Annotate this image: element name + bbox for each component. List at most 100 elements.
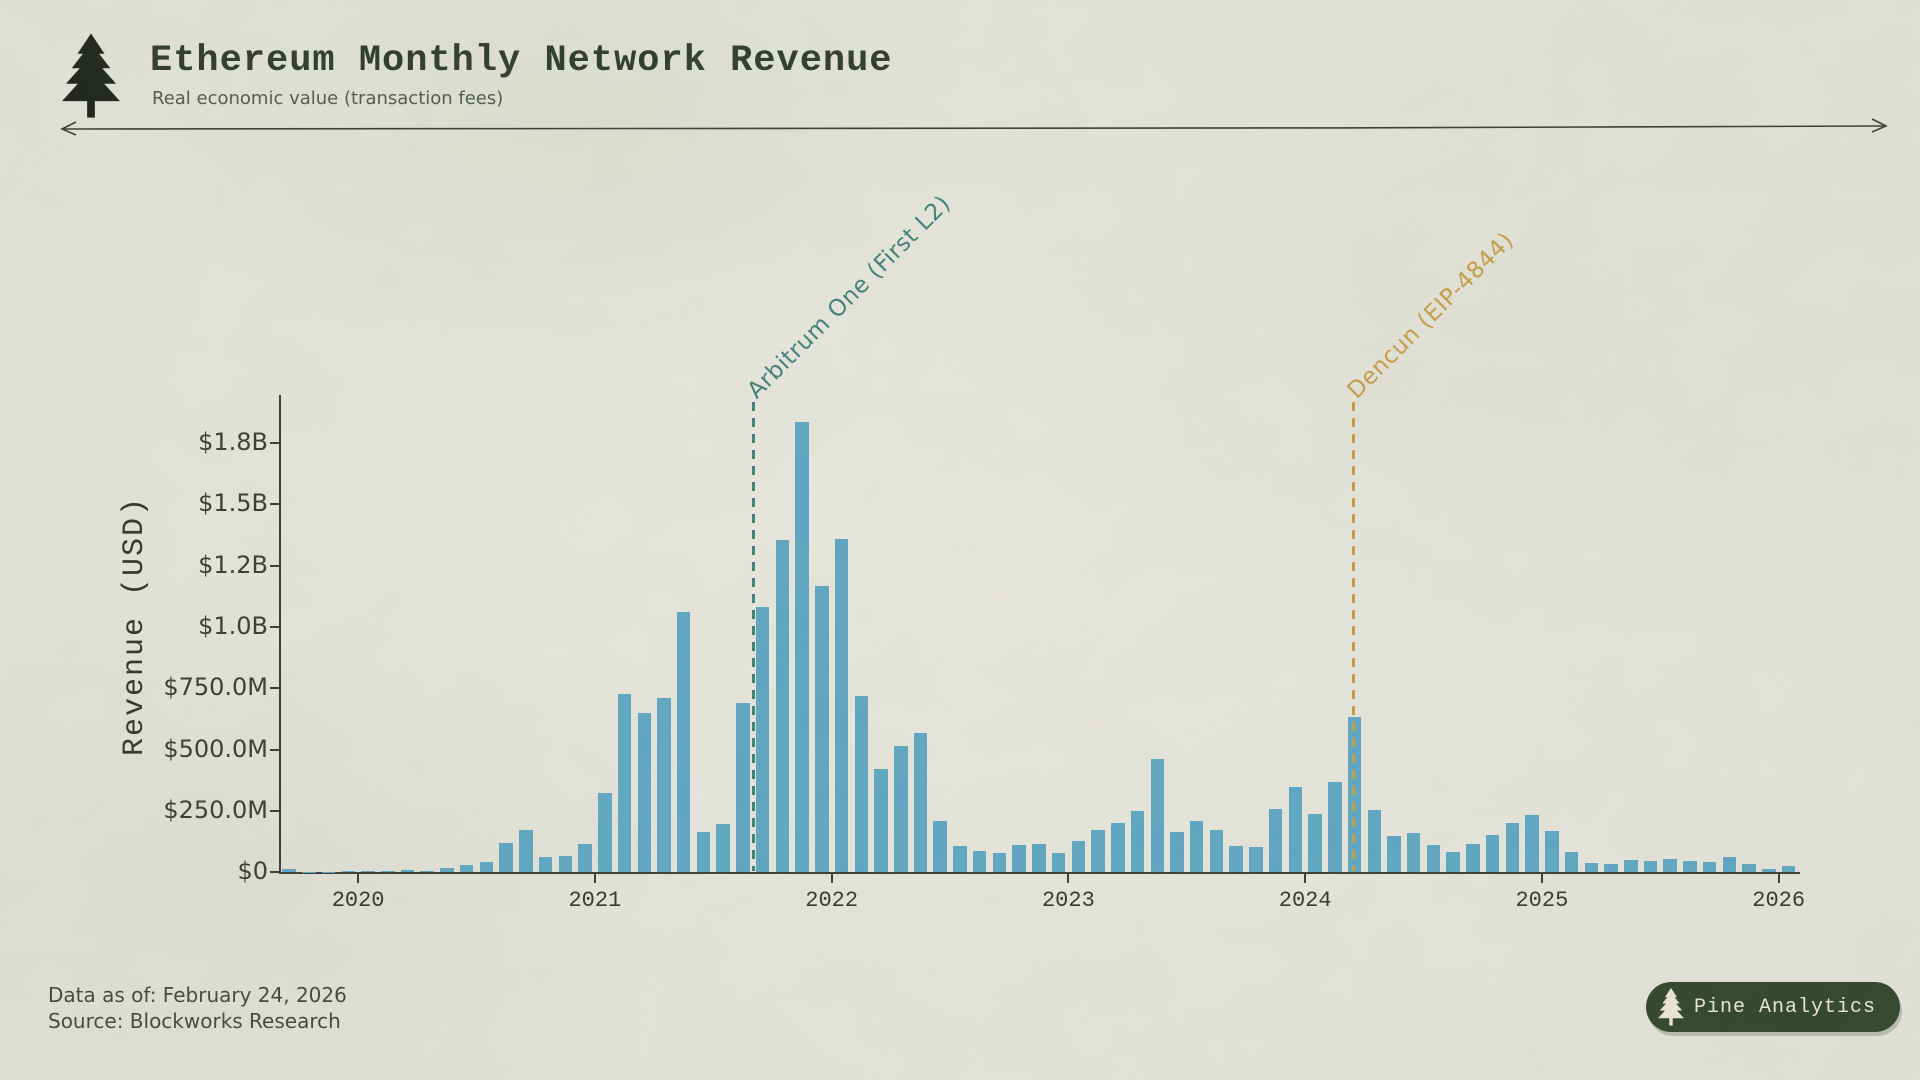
x-tick-label-2023: 2023 xyxy=(1041,888,1095,913)
bar-2023-09 xyxy=(1229,846,1243,872)
bar-2025-06 xyxy=(1643,861,1658,872)
bar-2024-02 xyxy=(1328,782,1342,872)
bar-2024-09 xyxy=(1466,844,1480,872)
bar-2021-05 xyxy=(676,612,691,872)
x-tick-mark-2025 xyxy=(1540,874,1543,883)
bar-2022-12 xyxy=(1051,852,1066,872)
bar-2023-03 xyxy=(1111,823,1125,872)
bar-2026-01 xyxy=(1781,866,1796,872)
y-tick-label-0: $0 xyxy=(237,857,268,885)
bar-2023-06 xyxy=(1170,832,1184,872)
bar-2023-02 xyxy=(1091,830,1105,872)
y-tick-label-1250: $1.2B xyxy=(198,550,268,579)
bar-2022-05 xyxy=(913,733,928,872)
bar-2023-01 xyxy=(1071,841,1085,872)
y-tick-label-250: $250.0M xyxy=(163,795,268,824)
x-tick-mark-2021 xyxy=(593,874,596,883)
brand-badge: Pine Analytics xyxy=(1646,982,1901,1032)
bar-2025-10 xyxy=(1722,856,1737,872)
bar-2019-12 xyxy=(341,871,355,872)
bar-2022-06 xyxy=(933,821,947,872)
bar-2024-11 xyxy=(1505,823,1520,872)
bar-2020-05 xyxy=(440,868,454,872)
y-axis-spine xyxy=(279,395,281,874)
bar-2022-08 xyxy=(972,850,987,872)
x-tick-mark-2026 xyxy=(1777,874,1780,883)
bar-2019-11 xyxy=(321,871,336,872)
bar-2021-12 xyxy=(815,586,829,872)
bar-2021-06 xyxy=(696,831,711,872)
y-tick-mark-1000 xyxy=(270,625,279,628)
footer-source: Source: Blockworks Research xyxy=(48,1009,341,1033)
bar-2025-07 xyxy=(1663,858,1677,872)
annotation-text-1: Dencun (EIP-4844) xyxy=(1342,227,1520,404)
bar-2022-03 xyxy=(874,769,888,872)
bar-2020-07 xyxy=(479,862,494,872)
badge-label: Pine Analytics xyxy=(1694,995,1877,1019)
y-tick-label-1750: $1.8B xyxy=(198,428,268,457)
bar-2025-11 xyxy=(1742,864,1756,872)
annotation-line-1 xyxy=(1351,402,1355,871)
bar-2024-05 xyxy=(1387,836,1401,872)
y-tick-mark-750 xyxy=(270,687,279,690)
bar-2020-10 xyxy=(538,857,553,872)
y-tick-label-500: $500.0M xyxy=(163,734,268,763)
bar-2023-08 xyxy=(1209,830,1224,872)
x-tick-label-2025: 2025 xyxy=(1515,888,1569,913)
annotation-text-0: Arbitrum One (First L2) xyxy=(742,190,957,404)
bar-2023-04 xyxy=(1130,810,1145,872)
bar-2021-02 xyxy=(617,693,632,872)
y-tick-mark-1500 xyxy=(270,503,279,506)
annotation-line-0 xyxy=(751,402,755,871)
bar-2024-01 xyxy=(1308,814,1322,872)
x-axis-spine xyxy=(279,872,1800,874)
y-tick-mark-0 xyxy=(270,871,279,873)
bar-2020-02 xyxy=(381,870,395,872)
bar-2025-12 xyxy=(1762,869,1776,872)
bar-2021-11 xyxy=(795,422,809,872)
bar-2020-04 xyxy=(420,870,434,872)
bar-2025-09 xyxy=(1702,862,1717,872)
bar-2022-04 xyxy=(894,746,908,872)
bar-2022-02 xyxy=(854,696,868,872)
x-tick-mark-2023 xyxy=(1067,874,1070,883)
bar-2022-10 xyxy=(1012,845,1026,872)
bar-2024-10 xyxy=(1485,835,1500,872)
bar-2023-10 xyxy=(1249,847,1263,872)
footer-data-as-of: Data as of: February 24, 2026 xyxy=(48,983,347,1007)
bar-2021-04 xyxy=(657,698,671,872)
x-tick-label-2024: 2024 xyxy=(1278,888,1332,913)
bar-2023-11 xyxy=(1268,809,1283,872)
x-tick-label-2020: 2020 xyxy=(331,888,385,913)
bar-2021-08 xyxy=(736,703,750,872)
y-tick-mark-250 xyxy=(270,809,279,812)
bar-2022-11 xyxy=(1032,843,1046,872)
bar-2020-06 xyxy=(459,865,474,872)
y-tick-mark-1250 xyxy=(270,564,279,567)
y-tick-mark-1750 xyxy=(270,442,279,445)
bar-2025-01 xyxy=(1545,830,1559,872)
bar-2024-06 xyxy=(1406,832,1421,872)
bar-2024-04 xyxy=(1367,810,1381,872)
x-tick-label-2021: 2021 xyxy=(568,888,622,913)
footer: Data as of: February 24, 2026 Source: Bl… xyxy=(48,982,347,1034)
bar-2025-05 xyxy=(1624,860,1638,872)
bar-2021-03 xyxy=(637,712,651,872)
x-tick-label-2022: 2022 xyxy=(805,888,859,913)
bar-2020-01 xyxy=(361,871,375,872)
bar-2024-12 xyxy=(1525,815,1539,872)
x-tick-mark-2020 xyxy=(357,874,360,883)
bar-2021-10 xyxy=(775,539,790,872)
x-tick-mark-2024 xyxy=(1304,874,1307,883)
x-tick-label-2026: 2026 xyxy=(1752,888,1806,913)
bar-2021-07 xyxy=(716,823,730,872)
bar-2020-12 xyxy=(578,844,592,872)
bar-2020-03 xyxy=(400,870,415,872)
y-tick-label-1500: $1.5B xyxy=(198,489,268,518)
bar-2025-02 xyxy=(1564,852,1579,872)
bar-2023-07 xyxy=(1189,820,1204,872)
y-tick-label-750: $750.0M xyxy=(163,673,268,702)
bar-2023-12 xyxy=(1288,786,1303,872)
